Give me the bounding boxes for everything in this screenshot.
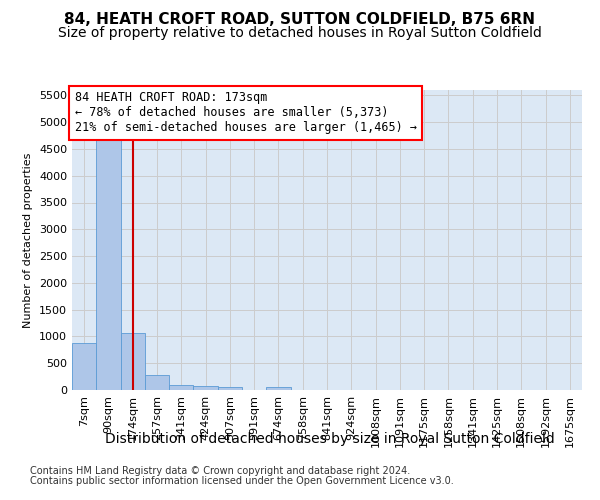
Bar: [121, 333, 145, 390]
Text: 84, HEATH CROFT ROAD, SUTTON COLDFIELD, B75 6RN: 84, HEATH CROFT ROAD, SUTTON COLDFIELD, …: [65, 12, 536, 28]
Bar: [218, 387, 242, 390]
Bar: [193, 386, 218, 390]
Y-axis label: Number of detached properties: Number of detached properties: [23, 152, 34, 328]
Bar: [145, 376, 169, 390]
Bar: [96, 102, 121, 390]
Bar: [72, 344, 96, 390]
Bar: [169, 385, 193, 390]
Text: Distribution of detached houses by size in Royal Sutton Coldfield: Distribution of detached houses by size …: [105, 432, 555, 446]
Text: 84 HEATH CROFT ROAD: 173sqm
← 78% of detached houses are smaller (5,373)
21% of : 84 HEATH CROFT ROAD: 173sqm ← 78% of det…: [74, 92, 416, 134]
Text: Contains public sector information licensed under the Open Government Licence v3: Contains public sector information licen…: [30, 476, 454, 486]
Text: Contains HM Land Registry data © Crown copyright and database right 2024.: Contains HM Land Registry data © Crown c…: [30, 466, 410, 476]
Bar: [266, 387, 290, 390]
Text: Size of property relative to detached houses in Royal Sutton Coldfield: Size of property relative to detached ho…: [58, 26, 542, 40]
